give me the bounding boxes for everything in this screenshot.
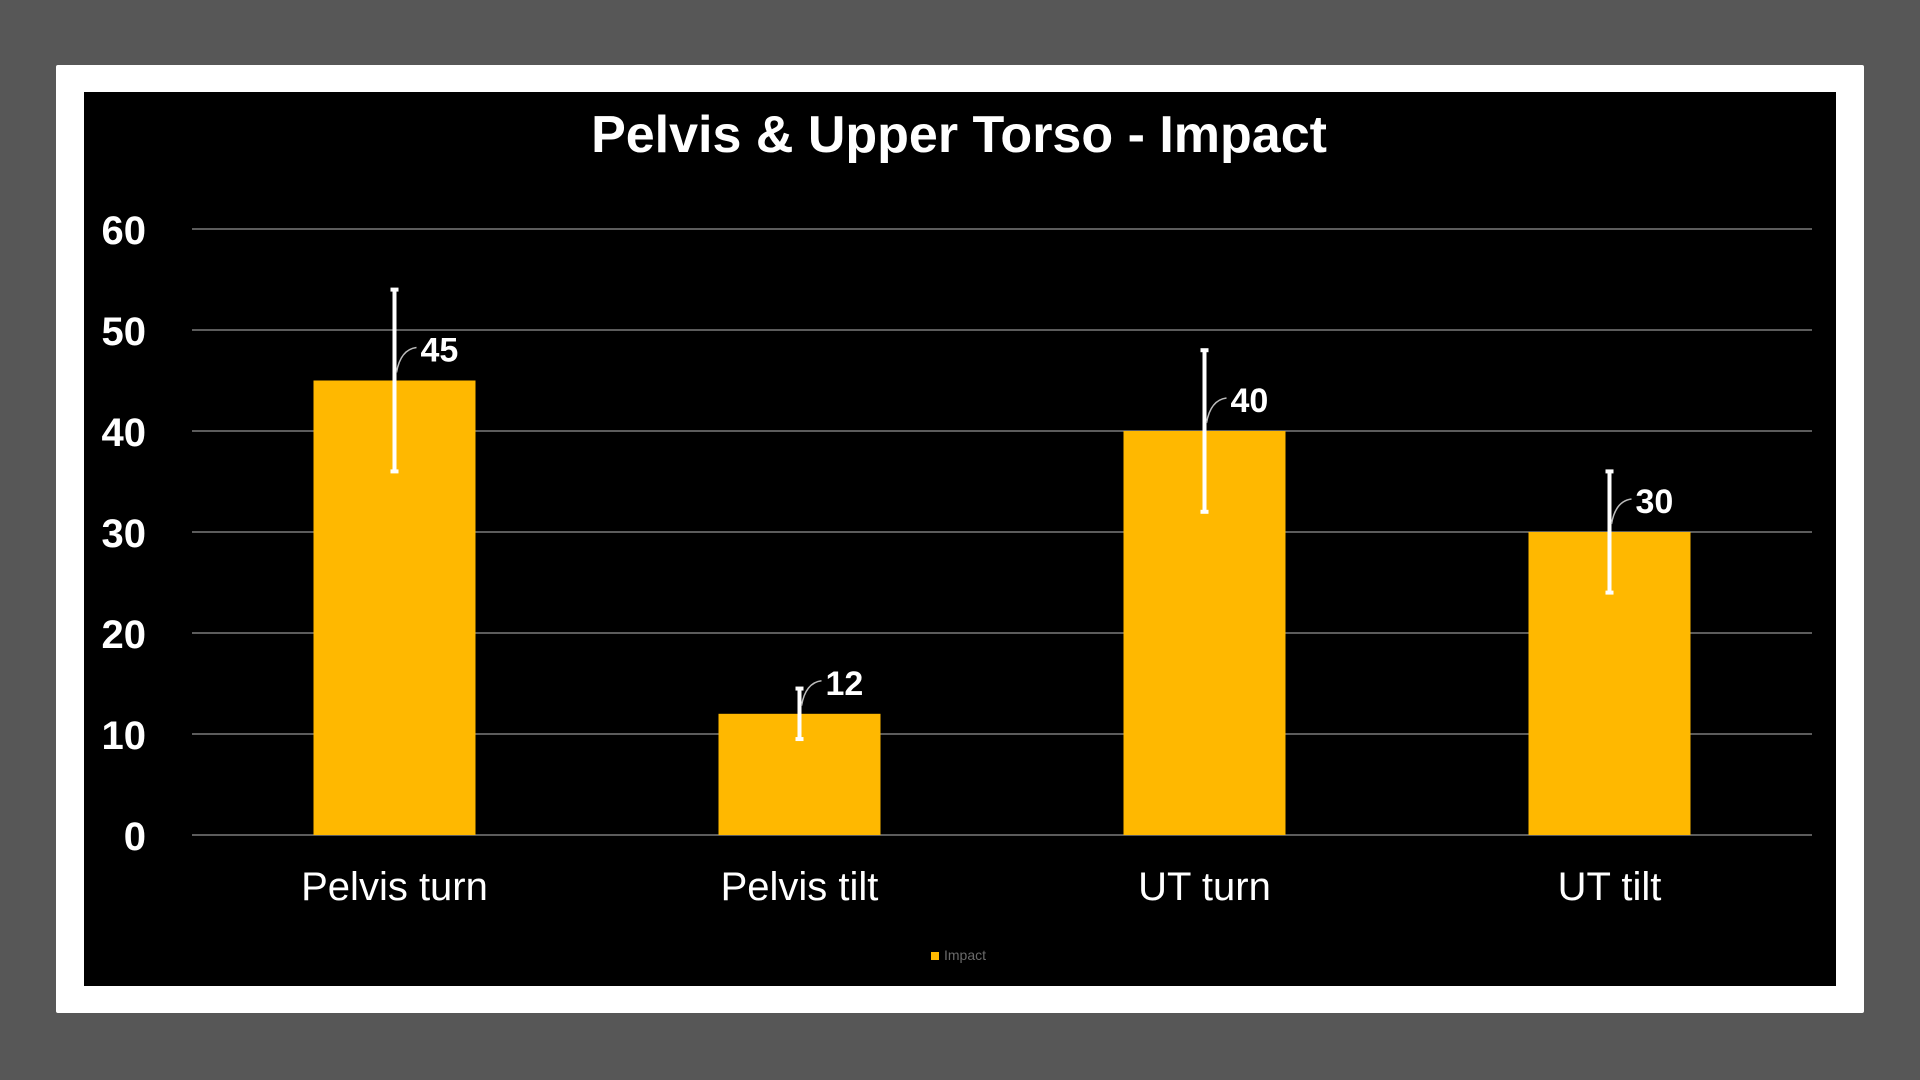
x-tick-label: UT tilt	[1558, 865, 1662, 909]
error-bars	[390, 287, 1614, 742]
data-label: 30	[1636, 483, 1674, 521]
y-tick-label: 30	[102, 512, 147, 556]
chart-area: Pelvis & Upper Torso - Impact 0 10 20 30 40 5…	[84, 92, 1836, 986]
data-label-leader	[395, 346, 417, 373]
y-tick-label: 40	[102, 411, 147, 455]
data-label: 40	[1231, 382, 1269, 420]
x-tick-label: Pelvis tilt	[721, 865, 879, 909]
legend-swatch-impact	[931, 952, 939, 960]
data-label-leader	[800, 680, 822, 706]
bar-chart: Pelvis & Upper Torso - Impact 0 10 20 30 40 5…	[102, 106, 1812, 963]
x-tick-label: Pelvis turn	[301, 865, 488, 909]
y-tick-label: 60	[102, 209, 147, 253]
bars	[313, 380, 1691, 835]
y-tick-label: 20	[102, 613, 147, 657]
chart-title: Pelvis & Upper Torso - Impact	[591, 106, 1327, 164]
legend: Impact	[931, 947, 986, 963]
legend-label-impact: Impact	[944, 947, 986, 963]
y-tick-label: 0	[124, 815, 146, 859]
y-tick-label: 10	[102, 714, 147, 758]
data-label-leader	[1610, 498, 1632, 525]
data-label: 45	[421, 332, 459, 370]
y-axis-ticks: 0 10 20 30 40 50 60	[102, 209, 147, 859]
data-label: 12	[826, 665, 864, 703]
x-tick-label: UT turn	[1138, 865, 1271, 909]
data-labels: 45 12 40 30	[395, 332, 1674, 706]
y-tick-label: 50	[102, 310, 147, 354]
data-label-leader	[1205, 397, 1227, 424]
x-axis-ticks: Pelvis turn Pelvis tilt UT turn UT tilt	[301, 865, 1661, 909]
